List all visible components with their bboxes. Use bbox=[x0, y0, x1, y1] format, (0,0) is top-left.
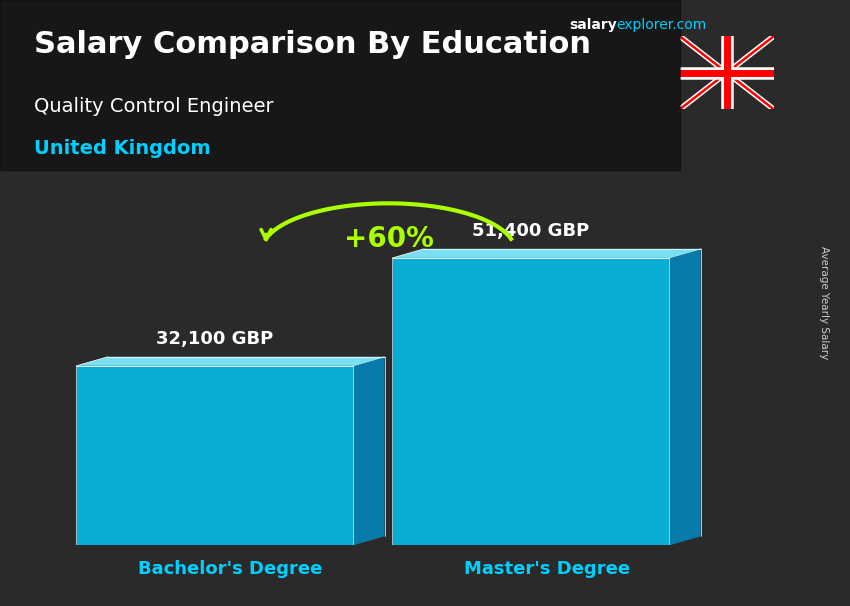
Polygon shape bbox=[76, 357, 384, 366]
Text: salary: salary bbox=[570, 18, 617, 32]
Text: Bachelor's Degree: Bachelor's Degree bbox=[139, 560, 323, 578]
Text: United Kingdom: United Kingdom bbox=[34, 139, 211, 158]
Text: Quality Control Engineer: Quality Control Engineer bbox=[34, 97, 274, 116]
Text: explorer.com: explorer.com bbox=[616, 18, 706, 32]
Text: Average Yearly Salary: Average Yearly Salary bbox=[819, 247, 829, 359]
Bar bbox=[393, 258, 669, 545]
Bar bbox=[76, 366, 353, 545]
Text: Master's Degree: Master's Degree bbox=[463, 560, 630, 578]
Text: 32,100 GBP: 32,100 GBP bbox=[156, 330, 273, 348]
Text: +60%: +60% bbox=[343, 225, 434, 253]
Text: 51,400 GBP: 51,400 GBP bbox=[473, 222, 589, 240]
Text: Salary Comparison By Education: Salary Comparison By Education bbox=[34, 30, 591, 59]
Polygon shape bbox=[393, 249, 700, 258]
Polygon shape bbox=[353, 357, 384, 545]
Polygon shape bbox=[669, 249, 700, 545]
